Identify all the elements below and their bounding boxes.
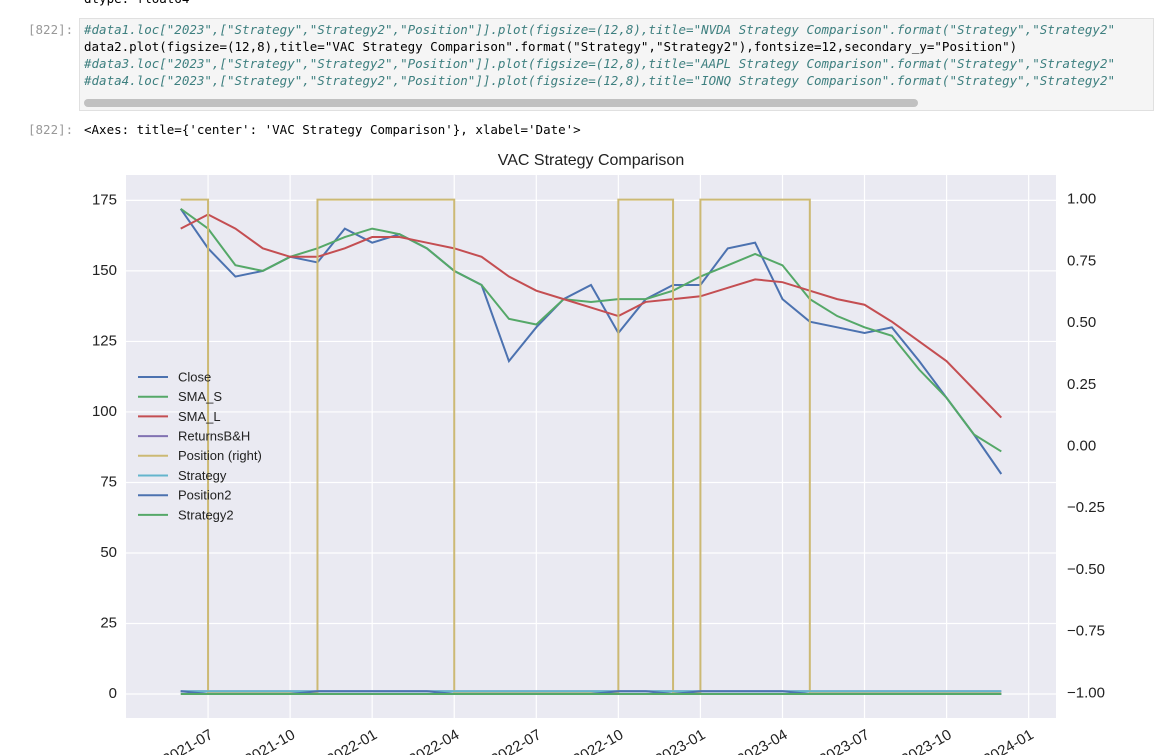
chart-title: VAC Strategy Comparison <box>498 152 684 169</box>
x-tick-label: 2023-04 <box>734 726 790 755</box>
code-line: #data3.loc["2023",["Strategy","Strategy2… <box>84 56 1116 71</box>
code-line: data2.plot(figsize=(12,8),title="VAC Str… <box>84 39 1018 54</box>
y-tick-label: 100 <box>92 403 117 420</box>
y-tick-label: 25 <box>100 614 117 631</box>
x-tick-label: 2021-10 <box>242 726 298 755</box>
legend: Close SMA_S SMA_L ReturnsB&H Position (right… <box>138 369 262 522</box>
x-tick-label: 2023-01 <box>652 726 708 755</box>
input-prompt: [822]: <box>28 22 74 37</box>
code-line: #data1.loc["2023",["Strategy","Strategy2… <box>84 22 1116 37</box>
legend-label: Position (right) <box>178 448 262 463</box>
y2-tick-label: −1.00 <box>1067 684 1105 701</box>
y-tick-label: 0 <box>109 685 117 702</box>
code-line: #data4.loc["2023",["Strategy","Strategy2… <box>84 73 1116 88</box>
code-cell[interactable]: #data1.loc["2023",["Strategy","Strategy2… <box>79 18 1154 111</box>
output-prompt: [822]: <box>28 122 74 137</box>
x-tick-label: 2022-04 <box>406 726 462 755</box>
y2-tick-label: 0.50 <box>1067 314 1096 331</box>
y2-tick-label: −0.75 <box>1067 623 1105 640</box>
x-tick-label: 2021-07 <box>160 726 216 755</box>
prev-output: dtype: float64 <box>84 0 189 6</box>
y2-tick-label: 1.00 <box>1067 191 1096 208</box>
legend-label: ReturnsB&H <box>178 429 250 444</box>
plot-area <box>126 175 1056 718</box>
x-tick-label: 2022-01 <box>324 726 380 755</box>
output-text: <Axes: title={'center': 'VAC Strategy Co… <box>84 122 581 137</box>
legend-label: Strategy <box>178 468 227 483</box>
y2-tick-label: −0.50 <box>1067 561 1105 578</box>
y2-tick-label: −0.25 <box>1067 499 1105 516</box>
y-tick-label: 150 <box>92 262 117 279</box>
y2-tick-label: 0.00 <box>1067 437 1096 454</box>
x-tick-label: 2022-10 <box>570 726 626 755</box>
x-tick-label: 2024-01 <box>980 726 1036 755</box>
scrollbar[interactable] <box>84 99 918 107</box>
y-tick-label: 125 <box>92 332 117 349</box>
y-tick-label: 175 <box>92 191 117 208</box>
x-tick-label: 2022-07 <box>488 726 544 755</box>
x-tick-label: 2023-10 <box>898 726 954 755</box>
x-tick-label: 2023-07 <box>816 726 872 755</box>
legend-label: Strategy2 <box>178 507 234 522</box>
legend-label: SMA_L <box>178 409 221 424</box>
legend-label: SMA_S <box>178 389 222 404</box>
legend-label: Position2 <box>178 488 231 503</box>
y2-tick-label: 0.25 <box>1067 376 1096 393</box>
y-tick-label: 75 <box>100 473 117 490</box>
legend-label: Close <box>178 369 211 384</box>
y-tick-label: 50 <box>100 544 117 561</box>
y2-tick-label: 0.75 <box>1067 252 1096 269</box>
